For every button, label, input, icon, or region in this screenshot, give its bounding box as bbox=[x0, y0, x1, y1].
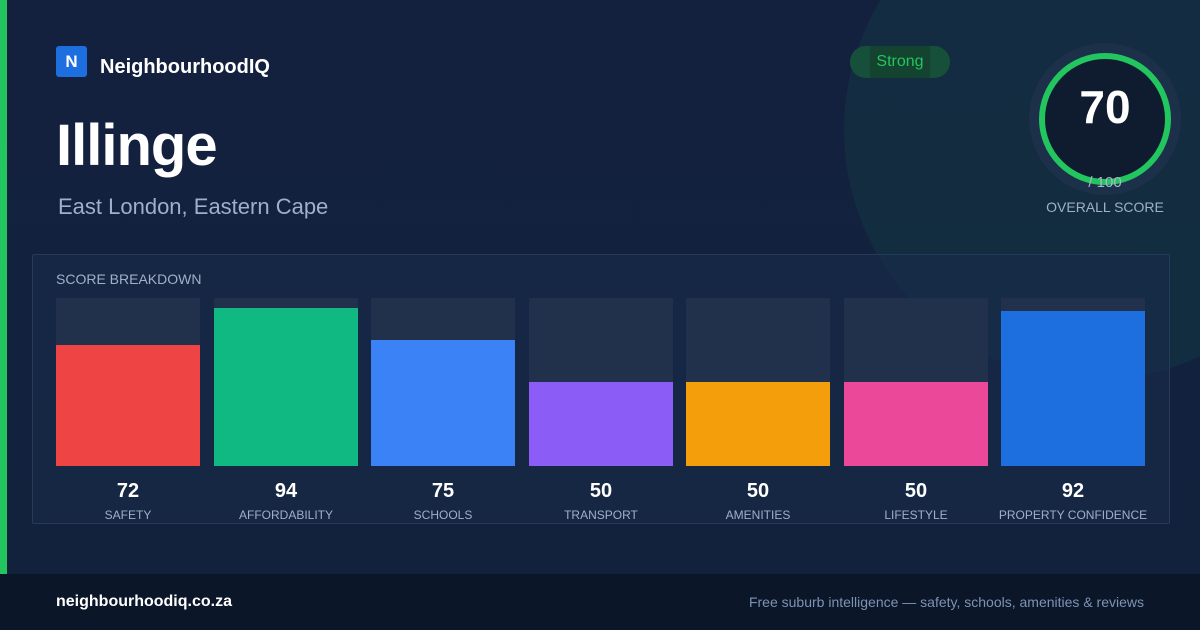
bar bbox=[844, 382, 988, 466]
bar-track bbox=[1001, 298, 1145, 466]
overall-score-label: OVERALL SCORE bbox=[1046, 199, 1164, 215]
bar bbox=[1001, 311, 1145, 466]
accent-strip bbox=[0, 0, 7, 574]
bar-track bbox=[214, 298, 358, 466]
bar-category-label: SAFETY bbox=[104, 508, 152, 522]
bar bbox=[371, 340, 515, 466]
bar-value-label: 72 bbox=[116, 480, 140, 502]
bar-track bbox=[844, 298, 988, 466]
suburb-name: Illinge bbox=[56, 113, 218, 178]
footer: neighbourhoodiq.co.za Free suburb intell… bbox=[0, 574, 1200, 630]
bar-value-label: 75 bbox=[431, 480, 455, 502]
bar-value-label: 94 bbox=[274, 480, 298, 502]
overall-score-value: 70 bbox=[1079, 81, 1131, 133]
bar-category-label: LIFESTYLE bbox=[884, 508, 948, 522]
bar-category-label: SCHOOLS bbox=[413, 508, 473, 522]
bar-track bbox=[56, 298, 200, 466]
footer-tagline: Free suburb intelligence — safety, schoo… bbox=[748, 594, 1144, 610]
logo-icon: N bbox=[56, 46, 87, 77]
bar-category-label: AMENITIES bbox=[725, 508, 791, 522]
bar bbox=[529, 382, 673, 466]
overall-score-max: / 100 bbox=[1088, 174, 1122, 191]
suburb-location: East London, Eastern Cape bbox=[58, 194, 329, 219]
bar-category-label: AFFORDABILITY bbox=[238, 508, 333, 522]
share-card: N NeighbourhoodIQ Illinge East London, E… bbox=[0, 0, 1200, 574]
brand-name: NeighbourhoodIQ bbox=[100, 56, 270, 78]
bar bbox=[686, 382, 830, 466]
bar-track bbox=[529, 298, 673, 466]
bar-category-label: PROPERTY CONFIDENCE bbox=[998, 508, 1148, 522]
bar-value-label: 50 bbox=[589, 480, 613, 502]
bar-category-label: TRANSPORT bbox=[564, 508, 638, 522]
overall-score-ring: 70 / 100 bbox=[1028, 42, 1182, 196]
bar-track bbox=[686, 298, 830, 466]
score-breakdown-title: SCORE BREAKDOWN bbox=[56, 271, 202, 287]
ring-progress bbox=[1039, 53, 1171, 185]
bar-value-label: 50 bbox=[904, 480, 928, 502]
bar-track bbox=[371, 298, 515, 466]
bar bbox=[214, 308, 358, 466]
rating-badge-label: Strong bbox=[876, 53, 924, 70]
bar-value-label: 92 bbox=[1061, 480, 1085, 502]
bar bbox=[56, 345, 200, 466]
bar-value-label: 50 bbox=[746, 480, 770, 502]
score-ring-graphic bbox=[1029, 43, 1181, 195]
rating-badge: Strong bbox=[850, 46, 950, 78]
footer-url[interactable]: neighbourhoodiq.co.za bbox=[56, 593, 232, 610]
